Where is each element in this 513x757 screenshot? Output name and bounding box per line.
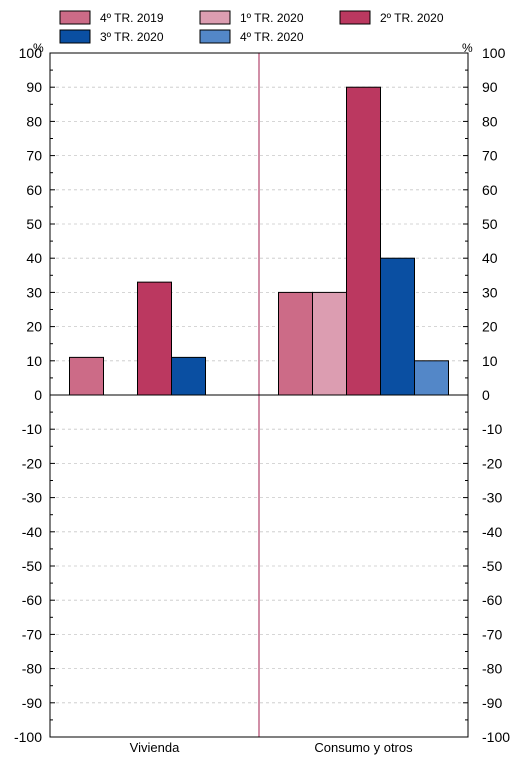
legend-label: 4º TR. 2019 (100, 11, 164, 25)
y-tick-label: 20 (26, 319, 42, 335)
legend: 4º TR. 2019 1º TR. 2020 2º TR. 2020 3º TR. … (59, 10, 444, 44)
y-tick-label: -30 (482, 490, 502, 506)
legend-swatch (59, 29, 91, 44)
y-tick-label: -90 (22, 695, 42, 711)
y-tick-label: -20 (482, 455, 502, 471)
y-tick-label: -40 (482, 524, 502, 540)
y-tick-label: -50 (482, 558, 502, 574)
legend-swatch (339, 10, 371, 25)
y-tick-label: 50 (482, 216, 498, 232)
y-tick-label: -80 (22, 661, 42, 677)
y-tick-label: 20 (482, 319, 498, 335)
legend-label: 1º TR. 2020 (240, 11, 304, 25)
y-tick-label: 30 (482, 284, 498, 300)
legend-swatch (199, 29, 231, 44)
unit-right: % (462, 41, 473, 55)
legend-label: 3º TR. 2020 (100, 30, 164, 44)
y-tick-label: -90 (482, 695, 502, 711)
y-tick-label: 50 (26, 216, 42, 232)
bar (346, 86, 381, 396)
y-tick-label: -10 (22, 421, 42, 437)
y-tick-label: 0 (34, 387, 42, 403)
y-tick-label: 70 (26, 148, 42, 164)
y-tick-label: 40 (482, 250, 498, 266)
y-tick-label: 100 (482, 45, 506, 61)
y-tick-label: -20 (22, 455, 42, 471)
unit-left: % (33, 41, 44, 55)
category-label: Vivienda (130, 740, 180, 755)
y-tick-label: 10 (482, 353, 498, 369)
y-tick-label: -50 (22, 558, 42, 574)
bar (137, 281, 172, 396)
y-axis-right: -100-90-80-70-60-50-40-30-20-10010203040… (463, 45, 510, 745)
y-tick-label: -60 (22, 592, 42, 608)
y-axis-left: -100-90-80-70-60-50-40-30-20-10010203040… (14, 45, 55, 745)
y-tick-label: -60 (482, 592, 502, 608)
bar (171, 356, 206, 396)
bar (278, 291, 313, 396)
y-tick-label: 10 (26, 353, 42, 369)
y-tick-label: -100 (14, 729, 42, 745)
y-tick-label: 70 (482, 148, 498, 164)
y-tick-label: -10 (482, 421, 502, 437)
bar (69, 356, 104, 396)
y-tick-label: 0 (482, 387, 490, 403)
y-tick-label: 100 (19, 45, 43, 61)
legend-swatch (199, 10, 231, 25)
bar (380, 257, 415, 396)
y-tick-label: 80 (482, 113, 498, 129)
y-tick-label: -40 (22, 524, 42, 540)
category-label: Consumo y otros (314, 740, 413, 755)
y-tick-label: 60 (482, 182, 498, 198)
legend-label: 4º TR. 2020 (240, 30, 304, 44)
y-tick-label: -30 (22, 490, 42, 506)
y-tick-label: -100 (482, 729, 510, 745)
legend-swatch (59, 10, 91, 25)
y-tick-label: 80 (26, 113, 42, 129)
y-tick-label: -80 (482, 661, 502, 677)
legend-label: 2º TR. 2020 (380, 11, 444, 25)
bar (414, 360, 449, 396)
y-tick-label: 90 (482, 79, 498, 95)
bar (312, 291, 347, 396)
y-tick-label: -70 (22, 626, 42, 642)
y-tick-label: 60 (26, 182, 42, 198)
y-tick-label: -70 (482, 626, 502, 642)
x-axis-categories: Vivienda Consumo y otros (130, 740, 413, 755)
y-tick-label: 30 (26, 284, 42, 300)
y-tick-label: 40 (26, 250, 42, 266)
bars (69, 86, 449, 396)
y-tick-label: 90 (26, 79, 42, 95)
